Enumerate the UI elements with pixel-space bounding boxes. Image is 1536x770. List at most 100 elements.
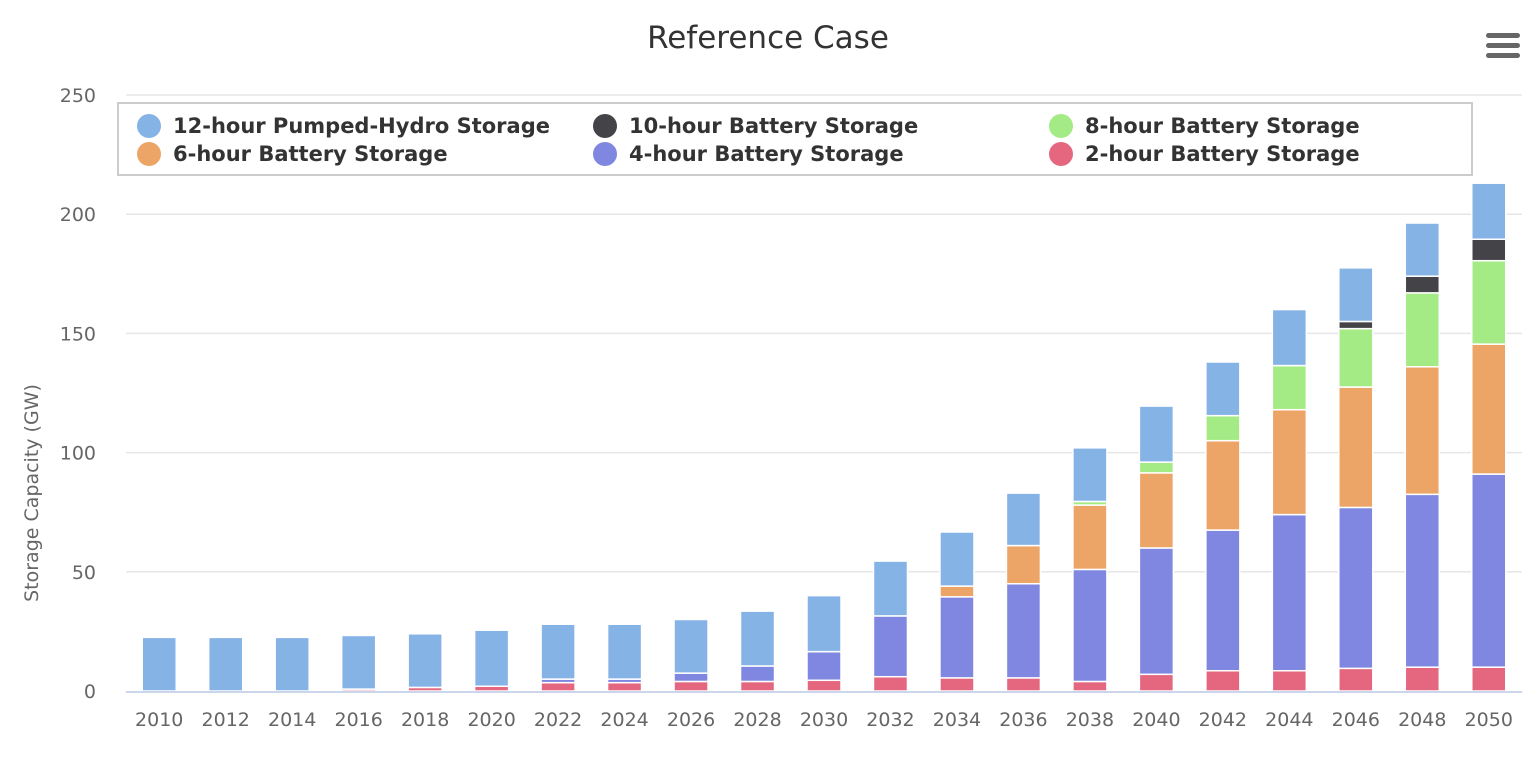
x-tick-label: 2024	[600, 709, 648, 731]
legend-marker-icon	[593, 142, 617, 166]
bar-segment[interactable]	[1471, 473, 1507, 668]
legend-item[interactable]: 2-hour Battery Storage	[1049, 142, 1360, 166]
bar-segment[interactable]	[1404, 666, 1441, 692]
bar-segment[interactable]	[1271, 408, 1308, 516]
bar-segment[interactable]	[473, 629, 510, 687]
hamburger-menu-icon[interactable]	[1486, 33, 1520, 63]
x-tick-label: 2028	[733, 709, 781, 731]
bar-segment[interactable]	[673, 618, 709, 674]
bar-segment[interactable]	[1471, 666, 1507, 692]
legend-label: 10-hour Battery Storage	[629, 114, 919, 138]
bar-segment[interactable]	[1205, 361, 1241, 417]
bar-segment[interactable]	[1271, 308, 1308, 367]
bar-segment[interactable]	[806, 594, 842, 653]
bar-segment[interactable]	[540, 681, 576, 692]
bar-segment[interactable]	[1072, 568, 1108, 683]
bar-segment[interactable]	[939, 596, 975, 679]
legend-label: 4-hour Battery Storage	[629, 142, 904, 166]
bar-segment[interactable]	[1271, 364, 1308, 411]
x-tick-label: 2026	[667, 709, 715, 731]
bar-segment[interactable]	[673, 680, 709, 692]
bar-segment[interactable]	[207, 636, 244, 692]
x-tick-label: 2046	[1332, 709, 1380, 731]
x-tick-label: 2048	[1398, 709, 1446, 731]
x-tick-label: 2020	[467, 709, 515, 731]
x-tick-label: 2050	[1465, 709, 1513, 731]
legend-item[interactable]: 8-hour Battery Storage	[1049, 114, 1360, 138]
bar-segment[interactable]	[606, 623, 643, 680]
bar-segment[interactable]	[1271, 513, 1308, 672]
y-axis-title: Storage Capacity (GW)	[21, 384, 43, 602]
bar-segment[interactable]	[1138, 472, 1175, 549]
bar-segment[interactable]	[1471, 259, 1507, 345]
bar-segment[interactable]	[1072, 680, 1108, 692]
bar-segment[interactable]	[739, 665, 776, 683]
bar-segment[interactable]	[1072, 504, 1108, 571]
legend-item[interactable]: 10-hour Battery Storage	[593, 114, 918, 138]
y-tick-label: 0	[84, 681, 96, 703]
bar-segment[interactable]	[1338, 667, 1374, 692]
bar-segment[interactable]	[1138, 405, 1175, 463]
legend-marker-icon	[593, 114, 617, 138]
bar-segment[interactable]	[1471, 182, 1507, 240]
bar-segment[interactable]	[540, 623, 576, 680]
bar-segment[interactable]	[1005, 677, 1042, 692]
legend-label: 8-hour Battery Storage	[1085, 114, 1360, 138]
bar-segment[interactable]	[1338, 506, 1374, 670]
bar-segment[interactable]	[1404, 366, 1441, 496]
x-tick-label: 2032	[866, 709, 914, 731]
bar-segment[interactable]	[1205, 439, 1241, 531]
bar-segment[interactable]	[872, 615, 909, 678]
bar-segment[interactable]	[1138, 461, 1175, 474]
bar-segment[interactable]	[606, 681, 643, 692]
bar-segment[interactable]	[806, 650, 842, 682]
bar-segment[interactable]	[1072, 447, 1108, 503]
bar-segment[interactable]	[739, 610, 776, 667]
legend-item[interactable]: 6-hour Battery Storage	[137, 142, 448, 166]
bar-segment[interactable]	[1404, 493, 1441, 668]
y-tick-label: 250	[60, 85, 96, 107]
bar-segment[interactable]	[1138, 547, 1175, 676]
x-tick-label: 2036	[999, 709, 1047, 731]
bar-segment[interactable]	[1338, 327, 1374, 388]
chart-title: Reference Case	[647, 20, 889, 56]
bar-segment[interactable]	[939, 677, 975, 692]
bar-segment[interactable]	[340, 634, 377, 690]
bar-segment[interactable]	[1471, 343, 1507, 475]
bar-segment[interactable]	[1404, 292, 1441, 368]
bar-segment[interactable]	[1338, 267, 1374, 323]
bar-segment[interactable]	[1271, 669, 1308, 692]
x-tick-label: 2018	[401, 709, 449, 731]
x-tick-label: 2022	[534, 709, 582, 731]
bar-segment[interactable]	[1205, 414, 1241, 442]
bar-segment[interactable]	[1404, 222, 1441, 277]
bar-segment[interactable]	[1471, 238, 1507, 262]
bar-segment[interactable]	[1338, 386, 1374, 509]
bar-segment[interactable]	[673, 672, 709, 683]
bar-segment[interactable]	[739, 680, 776, 692]
legend: 12-hour Pumped-Hydro Storage 10-hour Batt…	[117, 102, 1473, 176]
bar-segment[interactable]	[1138, 673, 1175, 692]
bar-segment[interactable]	[1205, 669, 1241, 692]
bar-segment[interactable]	[1338, 320, 1374, 330]
bar-segment[interactable]	[1005, 544, 1042, 585]
bar-segment[interactable]	[1005, 492, 1042, 547]
bar-segment[interactable]	[141, 636, 177, 692]
bar-segment[interactable]	[939, 531, 975, 587]
legend-item[interactable]: 12-hour Pumped-Hydro Storage	[137, 114, 550, 138]
bar-segment[interactable]	[274, 636, 310, 692]
x-tick-label: 2030	[800, 709, 848, 731]
bar-segment[interactable]	[1205, 529, 1241, 672]
x-tick-label: 2014	[268, 709, 316, 731]
bar-segment[interactable]	[806, 679, 842, 692]
bar-segment[interactable]	[1404, 275, 1441, 294]
x-tick-label: 2038	[1066, 709, 1114, 731]
bar-segment[interactable]	[1005, 582, 1042, 679]
bar-segment[interactable]	[407, 633, 443, 689]
bar-segment[interactable]	[872, 675, 909, 692]
legend-marker-icon	[1049, 114, 1073, 138]
bar-segment[interactable]	[872, 560, 909, 617]
bar-segment[interactable]	[939, 585, 975, 598]
legend-item[interactable]: 4-hour Battery Storage	[593, 142, 904, 166]
